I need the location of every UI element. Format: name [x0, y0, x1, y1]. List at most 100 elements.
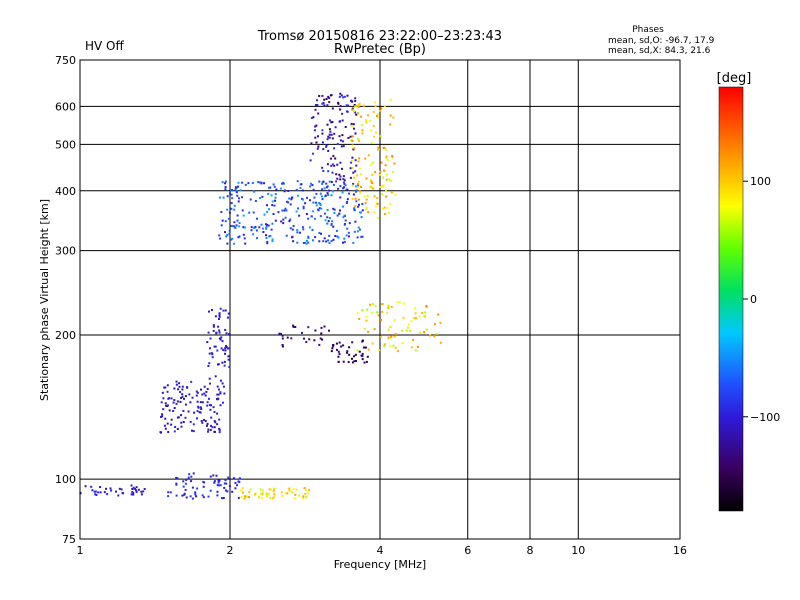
scatter-point	[209, 408, 212, 411]
scatter-point	[387, 307, 390, 310]
scatter-point	[296, 180, 299, 183]
scatter-point	[231, 189, 234, 191]
scatter-point	[412, 317, 415, 319]
scatter-point	[374, 171, 377, 173]
scatter-point	[330, 240, 333, 243]
scatter-point	[367, 348, 370, 351]
scatter-point	[331, 347, 334, 350]
scatter-point	[305, 341, 308, 343]
scatter-point	[328, 128, 331, 131]
scatter-point	[273, 496, 275, 499]
scatter-point	[307, 241, 310, 244]
scatter-point	[332, 207, 335, 210]
scatter-point	[352, 193, 355, 196]
scatter-point	[309, 185, 312, 188]
scatter-point	[422, 314, 425, 317]
scatter-point	[214, 315, 217, 318]
scatter-point	[164, 427, 167, 430]
scatter-point	[380, 303, 383, 306]
scatter-point	[209, 429, 212, 431]
y-tick-label: 600	[55, 100, 76, 113]
scatter-point	[347, 137, 350, 139]
scatter-point	[265, 226, 268, 229]
scatter-point	[365, 315, 368, 318]
scatter-point	[190, 380, 193, 383]
scatter-point	[177, 416, 180, 419]
scatter-point	[203, 392, 206, 395]
scatter-point	[95, 494, 98, 496]
scatter-point	[265, 223, 267, 226]
scatter-point	[241, 181, 244, 184]
scatter-point	[328, 217, 331, 220]
scatter-point	[392, 116, 395, 119]
scatter-point	[269, 186, 272, 189]
scatter-point	[185, 496, 188, 499]
scatter-point	[370, 141, 373, 144]
scatter-point	[348, 353, 351, 356]
scatter-point	[341, 119, 344, 122]
scatter-point	[191, 486, 194, 489]
scatter-point	[291, 491, 294, 494]
scatter-point	[388, 337, 391, 340]
scatter-point	[357, 184, 360, 187]
scatter-point	[392, 171, 395, 173]
scatter-point	[363, 328, 366, 331]
scatter-point	[302, 228, 305, 231]
scatter-point	[238, 222, 241, 224]
scatter-point	[361, 209, 364, 212]
scatter-point	[241, 491, 244, 494]
scatter-point	[282, 222, 285, 225]
scatter-point	[332, 345, 335, 348]
scatter-point	[135, 486, 138, 489]
scatter-point	[218, 314, 221, 316]
scatter-point	[353, 147, 356, 150]
scatter-point	[338, 173, 341, 176]
scatter-point	[312, 201, 315, 204]
scatter-point	[224, 188, 227, 191]
scatter-point	[208, 404, 211, 407]
scatter-point	[225, 332, 228, 335]
scatter-point	[130, 493, 133, 496]
scatter-point	[230, 238, 233, 241]
scatter-point	[321, 166, 324, 169]
scatter-point	[272, 183, 275, 186]
scatter-point	[346, 198, 349, 201]
scatter-point	[299, 231, 301, 234]
scatter-point	[259, 488, 262, 491]
scatter-point	[181, 494, 184, 497]
scatter-point	[323, 325, 326, 328]
scatter-point	[266, 211, 269, 213]
scatter-point	[202, 496, 205, 499]
scatter-point	[346, 110, 349, 113]
scatter-point	[277, 211, 280, 214]
scatter-point	[315, 192, 318, 195]
scatter-point	[137, 488, 140, 491]
scatter-point	[326, 216, 329, 219]
scatter-point	[362, 339, 364, 342]
scatter-point	[321, 182, 324, 185]
scatter-point	[351, 135, 354, 138]
scatter-point	[393, 319, 396, 322]
scatter-point	[351, 361, 354, 364]
scatter-point	[318, 207, 321, 210]
scatter-point	[206, 341, 209, 344]
scatter-point	[286, 200, 288, 203]
scatter-point	[354, 170, 357, 173]
scatter-point	[266, 242, 269, 245]
scatter-point	[360, 235, 363, 238]
scatter-point	[184, 395, 187, 398]
scatter-point	[221, 181, 224, 184]
scatter-point	[358, 140, 361, 143]
scatter-point	[352, 183, 355, 185]
scatter-point	[175, 483, 178, 486]
scatter-point	[304, 202, 307, 205]
scatter-point	[367, 154, 370, 157]
scatter-point	[227, 312, 230, 315]
scatter-point	[378, 173, 381, 176]
scatter-point	[192, 430, 195, 433]
scatter-point	[321, 198, 324, 201]
scatter-point	[214, 375, 217, 378]
scatter-point	[200, 420, 203, 422]
scatter-point	[227, 476, 230, 479]
